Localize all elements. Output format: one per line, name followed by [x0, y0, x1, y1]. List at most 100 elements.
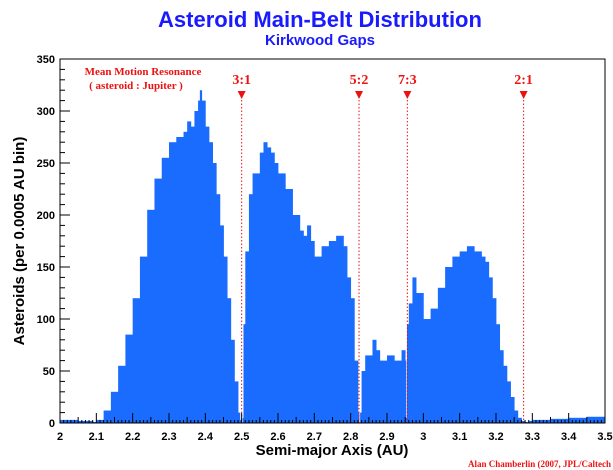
histogram-bar [194, 111, 199, 423]
histogram-bar [360, 412, 362, 423]
histogram-bar [328, 241, 337, 423]
histogram-bar [154, 178, 163, 423]
histogram-bar [517, 417, 522, 423]
histogram-bar [259, 152, 264, 423]
histogram-bar [169, 142, 177, 423]
histogram-bar [459, 251, 468, 423]
histogram-bar [492, 298, 497, 423]
histogram-bar [387, 355, 395, 423]
resonance-lines: 3:1 5:2 7:3 2:1 [232, 73, 533, 423]
histogram-bar [187, 121, 192, 424]
resonance-marker-icon [519, 91, 528, 99]
histogram-bar [263, 142, 268, 423]
histogram-bar [103, 410, 112, 423]
x-tick-label: 3.3 [525, 431, 540, 443]
x-tick-label: 2.5 [234, 431, 249, 443]
histogram-bar [307, 225, 312, 423]
histogram-bar [132, 298, 141, 423]
y-tick-label: 300 [37, 106, 55, 118]
histogram-bar [239, 419, 243, 423]
histogram-bar [234, 381, 239, 423]
histogram-bar [445, 267, 453, 423]
chart-subtitle: Kirkwood Gaps [265, 32, 375, 49]
histogram-bar [405, 360, 407, 423]
histogram-bar [485, 261, 490, 423]
histogram-bar [299, 230, 304, 423]
histogram-bar [230, 339, 235, 423]
histogram-bar [238, 412, 241, 423]
histogram-bar [270, 152, 275, 423]
resonance-label: 7:3 [398, 73, 417, 88]
y-tick-label: 150 [37, 262, 55, 274]
histogram-bar [223, 256, 228, 423]
x-tick-label: 2.3 [161, 431, 176, 443]
y-tick-label: 100 [37, 314, 55, 326]
histogram-bar [437, 287, 446, 423]
histogram-bar [372, 339, 377, 423]
histogram-bar [190, 126, 195, 423]
resonance-marker-icon [355, 91, 364, 99]
y-tick-label: 0 [49, 418, 55, 430]
histogram-bar [242, 417, 244, 423]
histogram-bar [252, 173, 261, 423]
resonance-subheading: ( asteroid : Jupiter ) [89, 80, 183, 92]
histogram-bar [176, 137, 184, 423]
histogram-bar [278, 173, 286, 423]
histogram-bar [205, 126, 210, 423]
y-axis: 0 50 100 150 200 250 300 350 [37, 54, 70, 430]
histogram-bar [481, 256, 486, 423]
histogram-bar [521, 420, 526, 423]
histogram-bar [219, 225, 224, 423]
histogram-bar [408, 303, 413, 423]
x-tick-label: 3.4 [561, 431, 577, 443]
resonance-label: 3:1 [232, 73, 251, 88]
x-tick-label: 3.5 [597, 431, 612, 443]
y-tick-label: 50 [43, 366, 55, 378]
histogram-bar [125, 334, 134, 423]
histogram-bar [405, 417, 408, 423]
histogram-bar [343, 246, 348, 423]
histogram-bar [532, 419, 551, 423]
histogram-bar [110, 391, 119, 423]
histogram-bar [199, 90, 203, 423]
histogram-bar [292, 215, 301, 423]
histogram-bar [118, 365, 126, 423]
histogram-bar [452, 256, 461, 423]
histogram-bar [394, 360, 402, 423]
resonance-marker-icon [403, 91, 412, 99]
y-tick-label: 350 [37, 54, 55, 66]
histogram-bar [208, 142, 213, 423]
chart-title: Asteroid Main-Belt Distribution [158, 7, 482, 32]
histogram-bar [412, 277, 417, 423]
histogram-bar [274, 163, 279, 423]
histogram-bar [401, 350, 406, 423]
histogram-bar [216, 194, 221, 423]
histogram-bar [161, 157, 170, 424]
histogram-bar [379, 360, 388, 423]
histogram-bar [350, 298, 355, 423]
x-tick-label: 2.2 [125, 431, 140, 443]
histogram-bar [336, 235, 344, 423]
histogram-bar [550, 418, 570, 423]
resonance-label: 5:2 [350, 73, 369, 88]
resonance-heading: Mean Motion Resonance [85, 66, 202, 78]
x-tick-label: 2.6 [270, 431, 285, 443]
histogram-bar [285, 189, 293, 423]
histogram-bar [147, 209, 155, 423]
histogram-bar [212, 163, 217, 423]
histogram-bar [568, 417, 588, 423]
histogram-bar [514, 410, 519, 423]
histogram-bar [430, 308, 439, 423]
resonance-marker-icon [237, 91, 246, 99]
histogram-bar [183, 131, 188, 424]
x-tick-label: 2.7 [307, 431, 322, 443]
x-tick-label: 2.9 [379, 431, 394, 443]
x-tick-label: 2.1 [89, 431, 104, 443]
histogram-bar [510, 397, 515, 423]
y-axis-label: Asteroids (per 0.0005 AU bin) [11, 137, 28, 346]
histogram-bar [488, 277, 493, 423]
histogram-bar [466, 246, 475, 423]
histogram-bar [361, 371, 366, 423]
histogram-bar [499, 350, 504, 423]
